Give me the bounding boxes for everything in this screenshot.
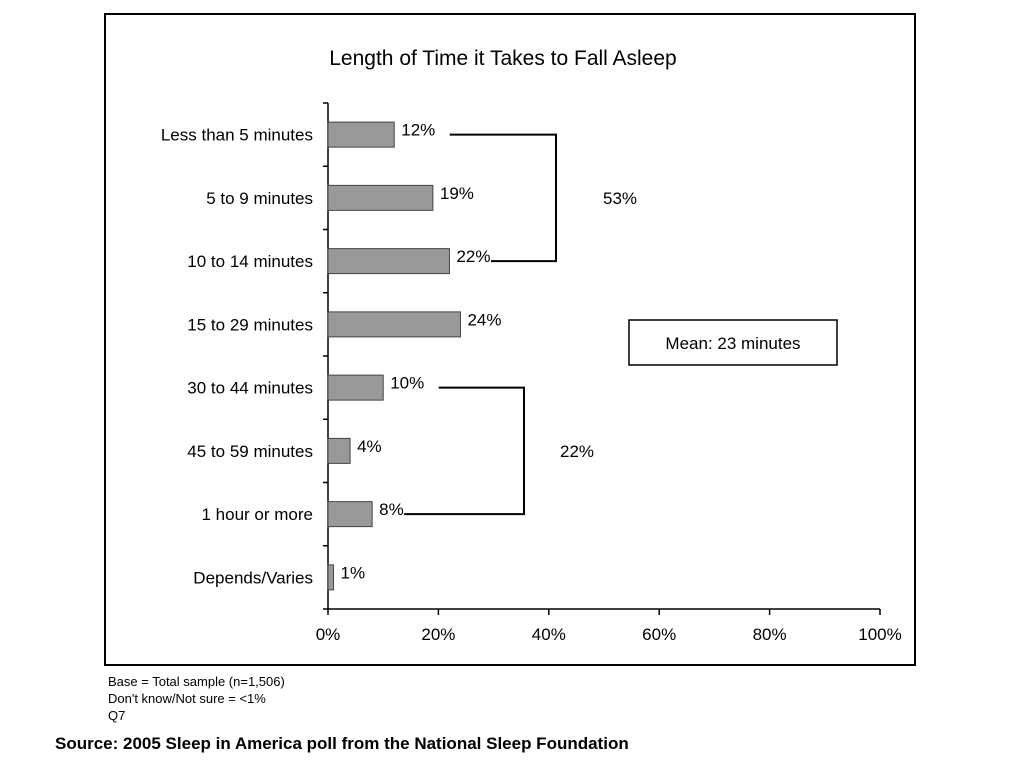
value-label: 1% [341, 563, 366, 582]
dont-know-note: Don't know/Not sure = <1% [108, 691, 266, 706]
bar-chart: Length of Time it Takes to Fall Asleep 0… [161, 47, 902, 644]
category-label: 5 to 9 minutes [206, 189, 313, 208]
bar [327, 437, 351, 464]
category-label: Depends/Varies [193, 568, 313, 587]
bracket-label: 53% [603, 189, 637, 208]
x-tick-label: 0% [316, 625, 341, 644]
x-tick-label: 40% [532, 625, 566, 644]
category-label: 30 to 44 minutes [187, 379, 313, 398]
value-label: 24% [467, 310, 501, 329]
value-label: 19% [440, 184, 474, 203]
group-bracket [404, 386, 525, 516]
category-label: 45 to 59 minutes [187, 442, 313, 461]
question-note: Q7 [108, 708, 126, 723]
mean-annotation-box [628, 319, 838, 366]
chart-notes: Base = Total sample (n=1,506) Don't know… [108, 673, 285, 724]
chart-frame: Length of Time it Takes to Fall Asleep 0… [104, 13, 916, 666]
value-label: 4% [357, 437, 382, 456]
bar [327, 374, 384, 401]
value-label: 8% [379, 500, 404, 519]
x-tick-label: 100% [858, 625, 901, 644]
chart-title: Length of Time it Takes to Fall Asleep [329, 47, 676, 70]
bar [327, 501, 373, 528]
bar [327, 311, 461, 338]
bracket-label: 22% [560, 442, 594, 461]
group-bracket [449, 133, 557, 263]
mean-annotation: Mean: 23 minutes [665, 334, 800, 353]
bar [327, 248, 450, 275]
base-note: Base = Total sample (n=1,506) [108, 674, 285, 689]
category-label: 15 to 29 minutes [187, 315, 313, 334]
category-label: 1 hour or more [202, 505, 314, 524]
value-label: 22% [456, 247, 490, 266]
value-label: 10% [390, 374, 424, 393]
bar [327, 184, 434, 211]
x-tick-label: 80% [753, 625, 787, 644]
category-label: Less than 5 minutes [161, 126, 313, 145]
source-caption: Source: 2005 Sleep in America poll from … [55, 734, 629, 753]
x-tick-label: 20% [421, 625, 455, 644]
value-label: 12% [401, 121, 435, 140]
bar [327, 564, 335, 591]
x-tick-label: 60% [642, 625, 676, 644]
bar [327, 121, 395, 148]
category-label: 10 to 14 minutes [187, 252, 313, 271]
